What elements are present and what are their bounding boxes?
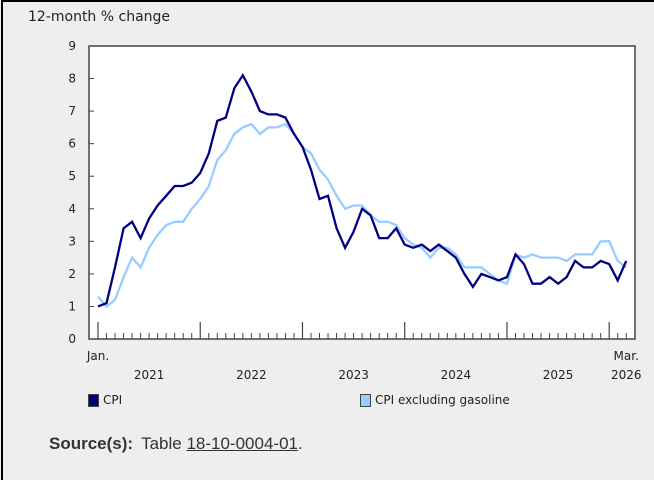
x-year-label: 2024 (441, 368, 472, 382)
x-tick-label-end-month: Mar. (614, 349, 639, 363)
series-line-cpi-excl-gasoline (97, 122, 627, 308)
x-year-label: 2022 (236, 368, 267, 382)
y-tick-label: 8 (68, 72, 76, 86)
series-line-cpi (97, 73, 628, 308)
y-tick-label: 9 (68, 39, 76, 53)
source-label: Source(s): (49, 434, 134, 453)
y-tick-label: 7 (68, 104, 76, 118)
legend-label: CPI excluding gasoline (375, 393, 510, 407)
x-year-label: 2026 (611, 368, 642, 382)
source-note: Source(s): Table 18-10-0004-01. (49, 434, 303, 454)
y-tick-label: 5 (68, 169, 76, 183)
y-tick-label: 2 (68, 267, 76, 281)
x-tick-label-start: Jan. (86, 349, 109, 363)
legend-swatch-cpi-excl-gasoline (360, 393, 371, 407)
line-chart: 0 1 2 3 4 5 6 7 8 9 Jan. Mar. 2021 2022 2023 2024 2025 20… (68, 39, 642, 382)
y-tick-label: 3 (68, 234, 76, 248)
y-tick-label: 1 (68, 299, 76, 313)
y-tick-label: 0 (68, 332, 76, 346)
y-axis-label: 12-month % change (28, 9, 171, 25)
source-table-link[interactable]: 18-10-0004-01 (186, 434, 298, 453)
plot-area (88, 45, 636, 340)
x-year-label: 2025 (543, 368, 574, 382)
legend-label: CPI (103, 393, 123, 407)
y-tick-label: 4 (68, 202, 76, 216)
source-suffix: . (297, 434, 303, 453)
x-year-label: 2023 (338, 368, 369, 382)
legend-item-cpi: CPI (88, 393, 122, 407)
source-prefix: Table (141, 434, 182, 453)
x-year-label: 2021 (134, 368, 165, 382)
legend-swatch-cpi (88, 393, 99, 407)
y-tick-label: 6 (68, 137, 76, 151)
legend-item-cpi-excl-gasoline: CPI excluding gasoline (360, 393, 510, 407)
